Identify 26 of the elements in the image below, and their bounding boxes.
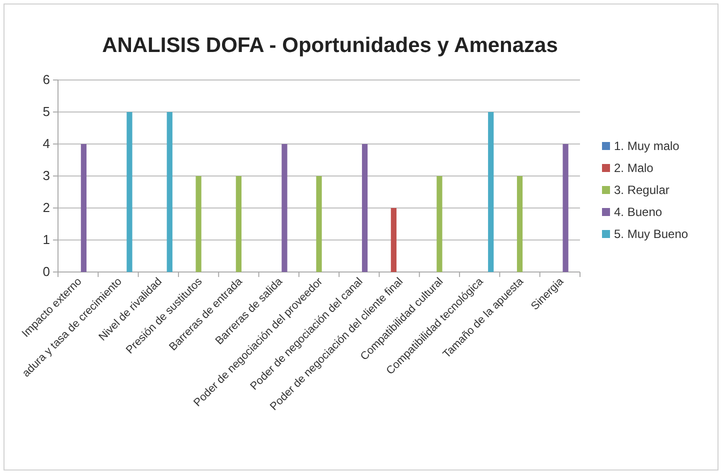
y-tick-label: 6: [42, 72, 50, 88]
bar: [316, 176, 322, 272]
bar: [562, 144, 568, 272]
bar: [488, 112, 494, 272]
y-tick-label: 5: [42, 104, 50, 120]
bar: [390, 208, 396, 272]
legend-label: 2. Malo: [614, 161, 654, 175]
bar: [80, 144, 87, 272]
y-tick-label: 4: [42, 136, 50, 152]
legend-label: 1. Muy malo: [614, 139, 680, 153]
bar: [196, 176, 202, 272]
legend-label: 4. Bueno: [614, 205, 662, 219]
y-tick-label: 1: [42, 232, 50, 248]
chart-title: ANALISIS DOFA - Oportunidades y Amenazas: [102, 34, 558, 57]
legend-label: 3. Regular: [614, 183, 670, 197]
bar: [516, 176, 523, 272]
y-tick-label: 0: [42, 264, 50, 280]
bar: [166, 112, 172, 272]
y-tick-label: 3: [42, 168, 50, 184]
bar: [436, 176, 442, 272]
bar: [362, 144, 368, 272]
y-tick-label: 2: [42, 200, 50, 216]
bar: [282, 144, 288, 272]
bar: [126, 112, 132, 272]
legend-label: 5. Muy Bueno: [614, 227, 688, 241]
bar: [236, 176, 242, 272]
